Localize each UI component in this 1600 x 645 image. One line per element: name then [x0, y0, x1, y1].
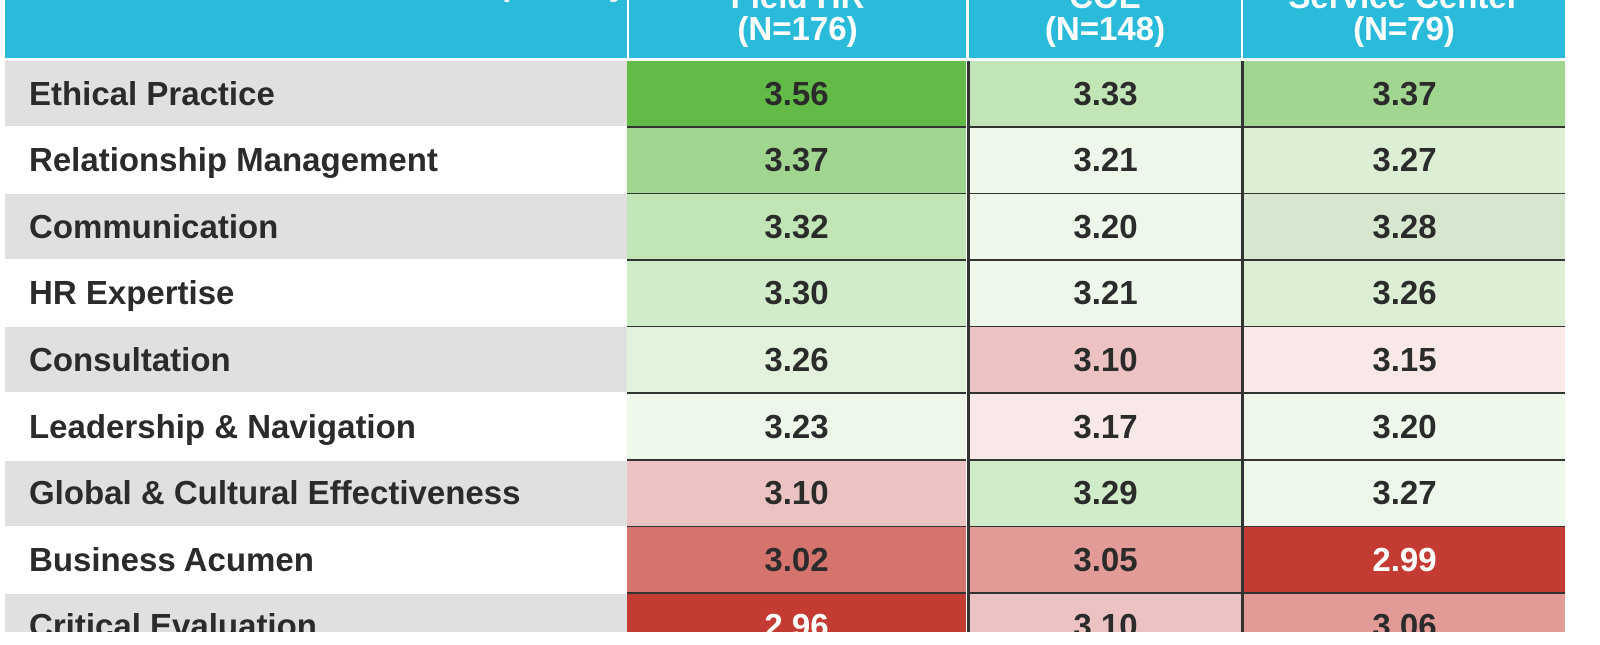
value-cell: 3.21	[967, 127, 1241, 195]
value-cell: 3.20	[967, 194, 1241, 262]
value-cell: 3.10	[967, 327, 1241, 395]
value-cell: 3.02	[627, 527, 966, 595]
header-line: (N=148)	[1044, 10, 1166, 47]
value-cell: 3.15	[1241, 327, 1565, 395]
value-cell: 3.20	[1241, 394, 1565, 461]
value-cell: 3.27	[1241, 460, 1565, 528]
value-cell: 3.30	[627, 260, 966, 328]
value-cell: 3.17	[967, 394, 1241, 461]
value-cell: 2.96	[627, 593, 966, 632]
value-cell: 3.28	[1241, 194, 1565, 262]
value-cell: 3.33	[967, 61, 1241, 128]
header-cell: Field HR(N=176)	[629, 0, 966, 58]
row-label: HR Expertise	[5, 260, 627, 326]
row-label: Critical Evaluation	[5, 593, 627, 632]
value-cell: 3.37	[1241, 61, 1565, 128]
value-cell: 3.27	[1241, 127, 1565, 195]
row-label: Global & Cultural Effectiveness	[5, 460, 627, 526]
value-cell: 3.37	[627, 127, 966, 195]
header-cell: Service Center(N=79)	[1243, 0, 1565, 58]
value-cell: 3.05	[967, 527, 1241, 595]
value-cell: 3.32	[627, 194, 966, 262]
row-label: Leadership & Navigation	[5, 394, 627, 459]
row-label: Relationship Management	[5, 127, 627, 193]
value-cell: 3.21	[967, 260, 1241, 328]
value-cell: 3.26	[1241, 260, 1565, 328]
header-cell: Competency	[5, 0, 627, 58]
value-cell: 3.26	[627, 327, 966, 395]
header-line: Field HR	[731, 0, 865, 13]
value-cell: 3.10	[627, 460, 966, 528]
value-cell: 3.10	[967, 593, 1241, 632]
row-label: Communication	[5, 194, 627, 260]
header-line: COE	[1069, 0, 1141, 13]
value-cell: 3.23	[627, 394, 966, 461]
value-cell: 3.29	[967, 460, 1241, 528]
row-label: Consultation	[5, 327, 627, 393]
header-line: (N=79)	[1353, 10, 1455, 47]
value-cell: 3.06	[1241, 593, 1565, 632]
row-label: Ethical Practice	[5, 61, 627, 126]
row-label: Business Acumen	[5, 527, 627, 593]
header-line: Service Center	[1288, 0, 1519, 13]
value-cell: 3.56	[627, 61, 966, 128]
heatmap-table: CompetencyField HR(N=176)COE(N=148)Servi…	[5, 0, 1565, 632]
header-cell: COE(N=148)	[969, 0, 1241, 58]
header-line: (N=176)	[737, 10, 858, 47]
value-cell: 2.99	[1241, 527, 1565, 595]
